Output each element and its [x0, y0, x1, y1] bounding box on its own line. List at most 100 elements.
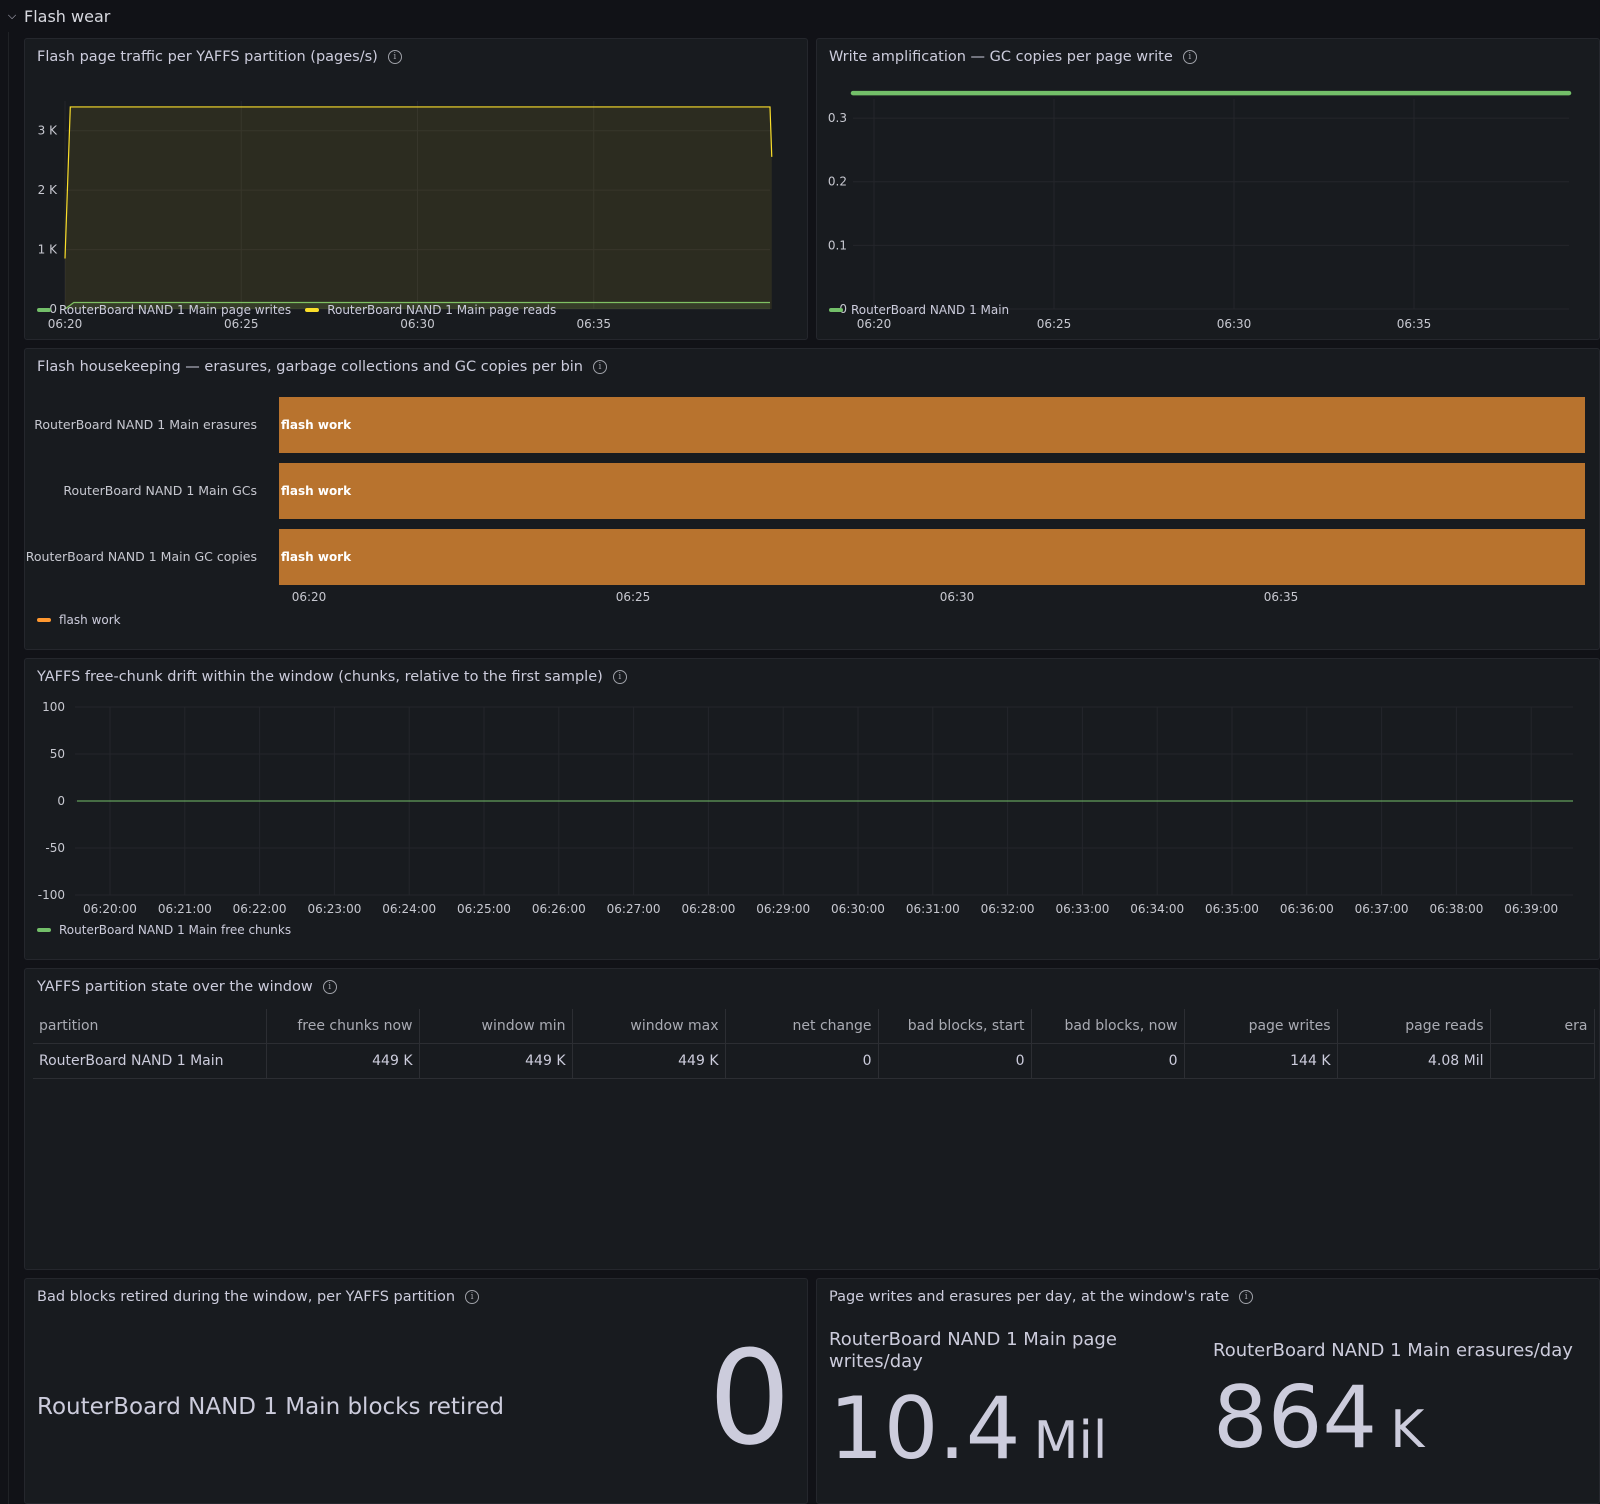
- column-header[interactable]: page reads: [1337, 1009, 1491, 1044]
- x-tick-label: 06:26:00: [532, 902, 586, 916]
- panel-title[interactable]: Bad blocks retired during the window, pe…: [37, 1289, 480, 1305]
- panel-title[interactable]: Flash housekeeping — erasures, garbage c…: [37, 359, 607, 375]
- stat-label: RouterBoard NAND 1 Main page writes/day: [829, 1329, 1117, 1372]
- table-cell: 449 K: [572, 1043, 726, 1079]
- x-tick-label: 06:29:00: [756, 902, 810, 916]
- state-bar: [279, 397, 1585, 453]
- info-icon[interactable]: i: [1239, 1290, 1254, 1304]
- x-tick-label: 06:35: [576, 317, 611, 331]
- legend-label: RouterBoard NAND 1 Main free chunks: [59, 923, 292, 937]
- panel-title[interactable]: YAFFS free-chunk drift within the window…: [37, 669, 627, 685]
- wamp-legend: RouterBoard NAND 1 Main: [829, 303, 1009, 317]
- x-tick-label: 06:39:00: [1504, 902, 1558, 916]
- column-header[interactable]: partition: [33, 1009, 267, 1044]
- x-tick-label: 06:20: [857, 317, 892, 331]
- drift-chart[interactable]: 100 50 0 -50 -100 06:20:00 06:21:00 06:22:00 06:…: [25, 699, 1600, 939]
- housekeeping-timeline[interactable]: RouterBoard NAND 1 Main erasures flash wo…: [25, 389, 1600, 619]
- legend-item-main[interactable]: RouterBoard NAND 1 Main: [829, 303, 1009, 317]
- state-bar-label: flash work: [281, 550, 352, 564]
- stat-value-wrap: 10.4 Mil: [829, 1381, 1179, 1477]
- x-tick-label: 06:21:00: [158, 902, 212, 916]
- row-title: Flash wear: [24, 6, 111, 26]
- partition-table: partition free chunks now window min win…: [33, 1009, 1595, 1079]
- x-tick-label: 06:35:00: [1205, 902, 1259, 916]
- panel-title[interactable]: YAFFS partition state over the window i: [37, 979, 337, 995]
- table-cell: 0: [725, 1043, 879, 1079]
- table-cell: 449 K: [266, 1043, 420, 1079]
- info-icon[interactable]: i: [387, 50, 402, 64]
- legend-label: flash work: [59, 613, 121, 627]
- bad-blocks-panel[interactable]: Bad blocks retired during the window, pe…: [24, 1278, 808, 1504]
- series-area: [65, 106, 772, 309]
- housekeeping-legend: flash work: [37, 613, 121, 627]
- y-tick-label: 0: [57, 794, 65, 808]
- timeline-row-label: RouterBoard NAND 1 Main GCs: [63, 483, 257, 498]
- legend-label: RouterBoard NAND 1 Main: [851, 303, 1010, 317]
- panel-title-text: YAFFS free-chunk drift within the window…: [37, 669, 603, 685]
- legend-item-reads[interactable]: RouterBoard NAND 1 Main page reads: [305, 303, 556, 317]
- state-bar: [279, 463, 1585, 519]
- table-cell: RouterBoard NAND 1 Main: [33, 1043, 267, 1079]
- info-icon[interactable]: i: [593, 360, 607, 374]
- x-tick-label: 06:27:00: [607, 902, 661, 916]
- chevron-down-icon[interactable]: ⌵: [7, 9, 17, 22]
- column-header[interactable]: bad blocks, start: [878, 1009, 1032, 1044]
- traffic-panel[interactable]: Flash page traffic per YAFFS partition (…: [24, 38, 808, 340]
- row-header[interactable]: ⌵ Flash wear: [0, 0, 111, 32]
- traffic-chart[interactable]: 0 1 K 2 K 3 K 06:20 06:25 06:30 06:35: [25, 79, 808, 339]
- stat-value-wrap: 864 K: [1213, 1370, 1593, 1466]
- column-header[interactable]: window min: [419, 1009, 573, 1044]
- x-tick-label: 06:36:00: [1280, 902, 1334, 916]
- x-tick-label: 06:30: [1217, 317, 1252, 331]
- drift-panel[interactable]: YAFFS free-chunk drift within the window…: [24, 658, 1600, 960]
- y-tick-label: 0.2: [828, 175, 847, 189]
- stat-page-writes: RouterBoard NAND 1 Main page writes/day …: [829, 1329, 1179, 1477]
- table-cell: 0: [878, 1043, 1032, 1079]
- info-icon[interactable]: i: [322, 980, 337, 994]
- housekeeping-panel[interactable]: Flash housekeeping — erasures, garbage c…: [24, 348, 1600, 650]
- panel-title-text: Write amplification — GC copies per page…: [829, 49, 1173, 65]
- partition-table-panel[interactable]: YAFFS partition state over the window i …: [24, 968, 1600, 1270]
- column-header[interactable]: era: [1490, 1009, 1595, 1044]
- info-icon[interactable]: i: [612, 670, 627, 684]
- legend-swatch: [305, 308, 320, 312]
- panel-title-text: Bad blocks retired during the window, pe…: [37, 1289, 456, 1305]
- x-tick-label: 06:24:00: [382, 902, 436, 916]
- x-tick-label: 06:25: [1037, 317, 1072, 331]
- x-tick-label: 06:20: [292, 590, 327, 604]
- panel-title[interactable]: Write amplification — GC copies per page…: [829, 49, 1197, 65]
- column-header[interactable]: bad blocks, now: [1031, 1009, 1185, 1044]
- write-amplification-chart[interactable]: 0 0.1 0.2 0.3 06:20 06:25 06:30 06:35: [817, 79, 1600, 339]
- per-day-panel[interactable]: Page writes and erasures per day, at the…: [816, 1278, 1600, 1504]
- write-amplification-panel[interactable]: Write amplification — GC copies per page…: [816, 38, 1600, 340]
- stat-label: RouterBoard NAND 1 Main erasures/day: [1213, 1340, 1573, 1361]
- legend-label: RouterBoard NAND 1 Main page reads: [327, 303, 557, 317]
- info-icon[interactable]: i: [465, 1290, 480, 1304]
- stat-label: RouterBoard NAND 1 Main blocks retired: [37, 1394, 504, 1420]
- y-tick-label: 1 K: [38, 243, 58, 257]
- panel-title-text: YAFFS partition state over the window: [37, 979, 313, 995]
- y-tick-label: -50: [45, 841, 65, 855]
- legend-swatch: [37, 308, 51, 312]
- info-icon[interactable]: i: [1182, 50, 1197, 64]
- x-tick-label: 06:22:00: [233, 902, 287, 916]
- timeline-row-label: RouterBoard NAND 1 Main GC copies: [26, 549, 257, 564]
- column-header[interactable]: page writes: [1184, 1009, 1338, 1044]
- x-tick-label: 06:25:00: [457, 902, 511, 916]
- legend-item-flash-work[interactable]: flash work: [37, 613, 121, 627]
- x-tick-label: 06:25: [224, 317, 259, 331]
- panel-title[interactable]: Page writes and erasures per day, at the…: [829, 1289, 1254, 1305]
- legend-item-writes[interactable]: RouterBoard NAND 1 Main page writes: [37, 303, 291, 317]
- column-header[interactable]: free chunks now: [266, 1009, 420, 1044]
- series-area: [65, 302, 770, 309]
- x-tick-label: 06:23:00: [307, 902, 361, 916]
- panel-title[interactable]: Flash page traffic per YAFFS partition (…: [37, 49, 402, 65]
- column-header[interactable]: net change: [725, 1009, 879, 1044]
- column-header[interactable]: window max: [572, 1009, 726, 1044]
- x-tick-label: 06:30: [940, 590, 975, 604]
- y-tick-label: 0.1: [828, 238, 847, 252]
- y-tick-label: 2 K: [38, 183, 58, 197]
- table-row: RouterBoard NAND 1 Main 449 K 449 K 449 …: [33, 1043, 1595, 1079]
- x-tick-label: 06:38:00: [1429, 902, 1483, 916]
- legend-item-free-chunks[interactable]: RouterBoard NAND 1 Main free chunks: [37, 923, 291, 937]
